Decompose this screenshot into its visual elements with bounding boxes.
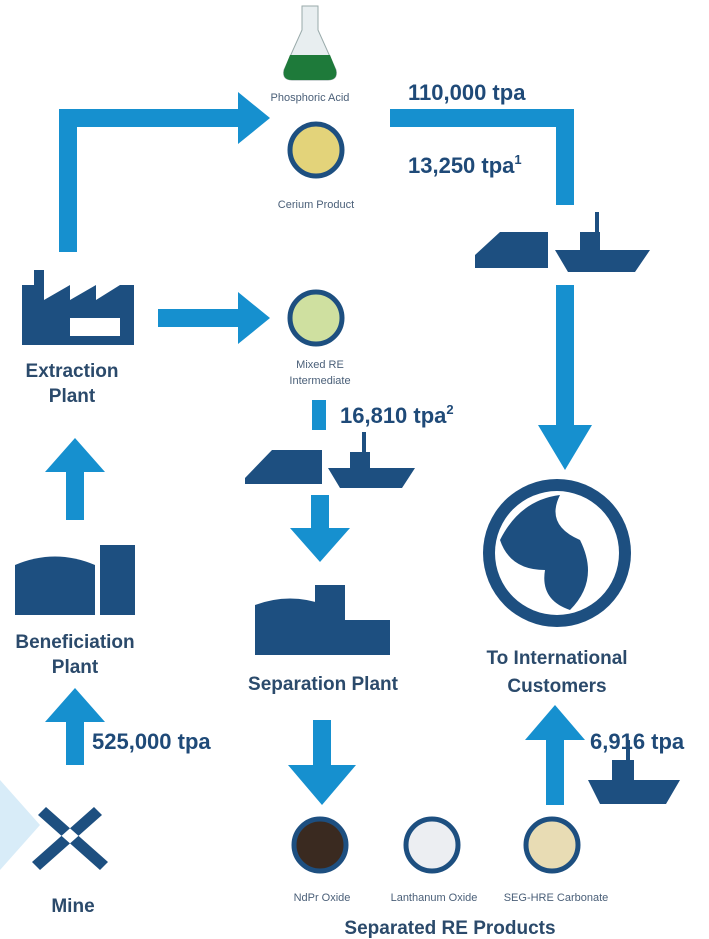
- product-icon: [287, 121, 345, 179]
- globe: [483, 479, 631, 627]
- arrow: [538, 285, 592, 470]
- plant-label: Beneficiation: [15, 632, 134, 653]
- arrow: [158, 292, 270, 344]
- plant-label: Mine: [51, 896, 94, 917]
- product-icon: [403, 816, 461, 874]
- arrow: [290, 495, 350, 562]
- flask: [283, 5, 337, 81]
- product-label: SEG-HRE Carbonate: [504, 892, 609, 904]
- arrow: [45, 688, 105, 765]
- arrow: [59, 92, 270, 252]
- arrow: [288, 720, 356, 805]
- flow-amount: 525,000 tpa: [92, 729, 211, 754]
- plant-label: Plant: [52, 657, 99, 678]
- arrow: [390, 109, 574, 205]
- product-label: Phosphoric Acid: [271, 92, 350, 104]
- flow-amount: 110,000 tpa: [408, 80, 526, 105]
- product-label: Lanthanum Oxide: [391, 892, 478, 904]
- product-icon: [523, 816, 581, 874]
- group-label: Separated RE Products: [344, 918, 555, 939]
- flow-amount: 6,916 tpa: [590, 729, 685, 754]
- arrows: [45, 92, 592, 805]
- product-label: Cerium Product: [278, 199, 354, 211]
- plant-label: Separation Plant: [248, 674, 399, 695]
- train-ship: [475, 212, 650, 272]
- plant-label: Customers: [507, 676, 606, 697]
- plant-label: To International: [486, 648, 627, 669]
- product-label: Mixed RE: [296, 359, 344, 371]
- product-label: NdPr Oxide: [294, 892, 351, 904]
- arrow: [312, 400, 326, 430]
- arrow: [45, 438, 105, 520]
- plant-label: Plant: [49, 386, 96, 407]
- beneficiation-plant: [15, 545, 135, 615]
- flow-amount: 16,810 tpa2: [340, 402, 454, 428]
- flow-amount: 13,250 tpa1: [408, 152, 522, 178]
- product-label: Intermediate: [289, 375, 350, 387]
- decor: [0, 780, 40, 870]
- product-icon: [291, 816, 349, 874]
- product-icon: [287, 289, 345, 347]
- train-ship: [245, 432, 415, 488]
- separation-plant: [255, 585, 390, 655]
- arrow: [525, 705, 585, 805]
- factory: [22, 270, 134, 345]
- plant-label: Extraction: [26, 361, 119, 382]
- ship: [588, 740, 680, 804]
- mine-icon: [32, 807, 108, 870]
